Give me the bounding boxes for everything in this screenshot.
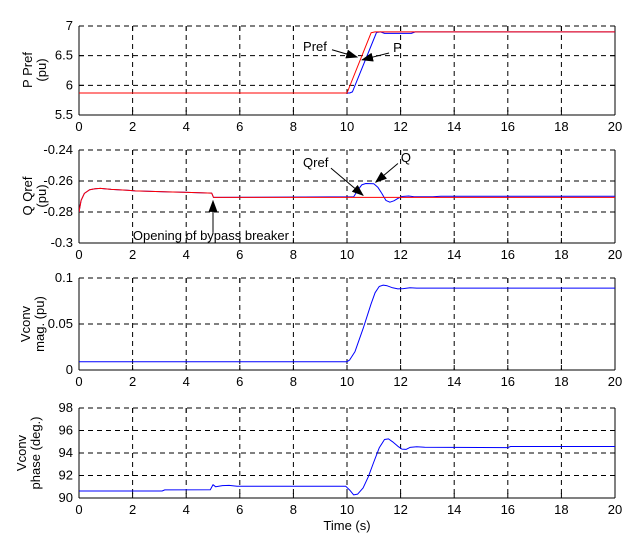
x-tick-label: 2: [129, 247, 136, 262]
annotation-arrow: [331, 49, 359, 59]
annotation-p: P: [361, 40, 402, 62]
y-tick-label: -0.3: [51, 235, 73, 250]
subplot-vmag: 0 2 4 6 8 10 12 14 16 18 20 0 0.05 0.1: [48, 270, 623, 389]
annotation-arrow: [361, 52, 390, 62]
x-axis-label: Time (s): [323, 518, 371, 533]
y-tick-label: 92: [59, 468, 73, 483]
y-axis-label-line: Q Qref: [20, 176, 35, 216]
x-tick-label: 10: [340, 247, 354, 262]
x-tick-label: 20: [608, 247, 622, 262]
y-tick-label: 90: [59, 490, 73, 505]
x-tick-label: 8: [290, 247, 297, 262]
y-axis-label-line: P Pref: [20, 52, 35, 88]
y-axis-label-p: P Pref (pu): [20, 0, 49, 140]
x-tick-label: 4: [183, 247, 190, 262]
x-tick-label: 2: [129, 374, 136, 389]
annotation-pref: Pref: [303, 39, 359, 59]
x-tick-label: 14: [447, 374, 461, 389]
annotation-text: P: [393, 40, 402, 55]
y-tick-label: -0.28: [43, 204, 73, 219]
series-line-Vconv_mag: [79, 284, 615, 363]
y-axis-label-q: Q Qref (pu): [20, 126, 49, 266]
x-tick-label: 12: [393, 247, 407, 262]
y-tick-label: 0.1: [55, 270, 73, 285]
x-tick-label: 4: [183, 502, 190, 517]
y-tick-label: 94: [59, 445, 73, 460]
annotation-text: Pref: [303, 39, 327, 54]
y-tick-label: 0.05: [48, 316, 73, 331]
x-tick-label: 6: [236, 374, 243, 389]
y-axis-label-line: mag. (pu): [32, 296, 47, 352]
subplot-p: 0 2 4 6 8 10 12 14 16 18 20 5.5 6 6.5 7 Pref P: [55, 18, 622, 134]
y-axis-label-line: Vconv: [14, 434, 29, 472]
y-axis-label-line: (pu): [34, 58, 49, 82]
x-tick-label: 6: [236, 502, 243, 517]
y-tick-label: -0.24: [43, 142, 73, 157]
annotation-text: Q: [401, 150, 411, 165]
x-tick-label: 6: [236, 119, 243, 134]
y-tick-label: 96: [59, 423, 73, 438]
y-tick-label: 6.5: [55, 48, 73, 63]
x-tick-label: 4: [183, 119, 190, 134]
y-tick-label: 98: [59, 400, 73, 415]
x-tick-label: 10: [340, 374, 354, 389]
y-axis-label-vmag: Vconv mag. (pu): [18, 254, 47, 394]
x-tick-label: 16: [501, 119, 515, 134]
x-tick-label: 4: [183, 374, 190, 389]
series-line-Qref: [79, 187, 615, 213]
annotation-q: Q: [374, 150, 411, 183]
x-tick-label: 6: [236, 247, 243, 262]
annotation-qref: Qref: [303, 155, 364, 197]
x-tick-label: 18: [554, 374, 568, 389]
y-axis-label-line: phase (deg.): [28, 416, 43, 490]
x-tick-label: 16: [501, 247, 515, 262]
y-tick-label: 6: [66, 77, 73, 92]
x-tick-label: 0: [75, 119, 82, 134]
x-tick-label: 16: [501, 374, 515, 389]
annotation-text: Qref: [303, 155, 329, 170]
x-tick-label: 10: [340, 502, 354, 517]
x-tick-label: 18: [554, 247, 568, 262]
y-axis-label-line: (pu): [34, 184, 49, 208]
x-tick-label: 2: [129, 502, 136, 517]
x-tick-label: 14: [447, 119, 461, 134]
x-tick-label: 8: [290, 374, 297, 389]
x-tick-label: 12: [393, 119, 407, 134]
y-tick-label: 5.5: [55, 107, 73, 122]
x-tick-label: 20: [608, 502, 622, 517]
annotation-arrow: [330, 167, 364, 197]
x-tick-label: 0: [75, 502, 82, 517]
annotation-opening-of-bypass-breaker: Opening of bypass breaker: [133, 199, 290, 243]
x-tick-label: 8: [290, 502, 297, 517]
y-axis-label-vphase: Vconv phase (deg.): [14, 383, 43, 523]
annotation-arrow: [374, 163, 399, 183]
x-tick-label: 2: [129, 119, 136, 134]
y-tick-label: -0.26: [43, 173, 73, 188]
y-tick-label: 7: [66, 18, 73, 33]
x-tick-label: 18: [554, 119, 568, 134]
x-tick-label: 12: [393, 502, 407, 517]
x-tick-label: 0: [75, 374, 82, 389]
y-axis-label-line: Vconv: [18, 305, 33, 343]
x-tick-label: 10: [340, 119, 354, 134]
x-tick-label: 14: [447, 247, 461, 262]
x-tick-label: 16: [501, 502, 515, 517]
x-tick-label: 18: [554, 502, 568, 517]
x-tick-label: 20: [608, 374, 622, 389]
x-tick-label: 14: [447, 502, 461, 517]
x-tick-label: 20: [608, 119, 622, 134]
annotation-text: Opening of bypass breaker: [133, 228, 290, 243]
series-line-Vconv_phase: [79, 438, 615, 496]
y-tick-label: 0: [66, 362, 73, 377]
subplot-vphase: 0 2 4 6 8 10 12 14 16 18 20 90 92 94 96 98: [59, 400, 623, 517]
x-tick-label: 0: [75, 247, 82, 262]
subplot-q: 0 2 4 6 8 10 12 14 16 18 20 -0.3 -0.28 -0.26 -0.24 Qref…: [43, 142, 622, 262]
x-tick-label: 8: [290, 119, 297, 134]
series-line-Pref: [79, 31, 615, 94]
x-tick-label: 12: [393, 374, 407, 389]
